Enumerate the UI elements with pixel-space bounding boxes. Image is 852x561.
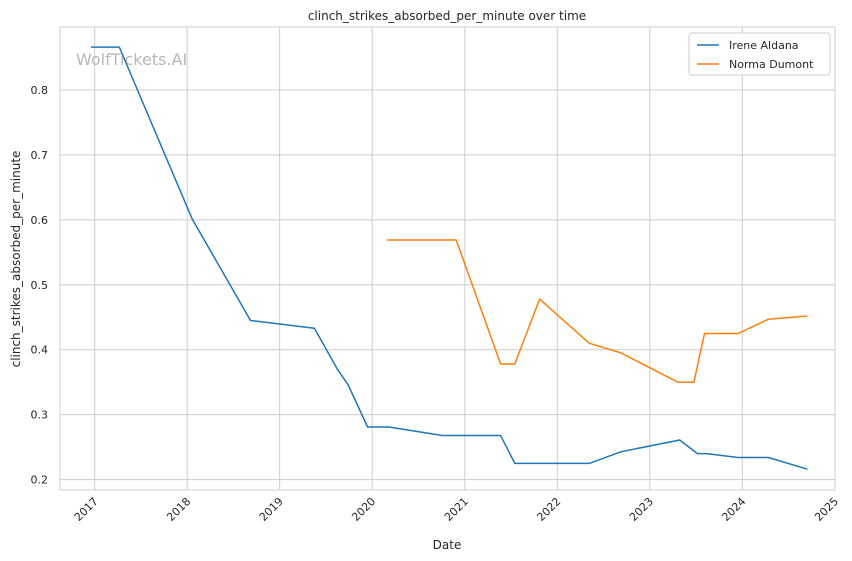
series-line-irene-aldana [90, 46, 808, 470]
y-tick-labels: 0.2 0.3 0.4 0.5 0.6 0.7 0.8 [31, 84, 49, 487]
legend-box [688, 32, 831, 76]
grid [60, 27, 836, 490]
plot-area-border [59, 26, 836, 491]
y-tick-label: 0.5 [31, 279, 49, 292]
y-tick-label: 0.6 [31, 214, 49, 227]
x-axis-label: Date [433, 538, 462, 552]
y-tick-label: 0.2 [31, 474, 49, 487]
series-layer [90, 46, 808, 470]
watermark: WolfTickets.AI [76, 50, 187, 69]
chart-title: clinch_strikes_absorbed_per_minute over … [308, 9, 586, 23]
y-tick-label: 0.4 [31, 344, 49, 357]
legend: Irene Aldana Norma Dumont [688, 32, 831, 76]
y-tick-label: 0.3 [31, 409, 49, 422]
series-line-norma-dumont [387, 239, 808, 383]
legend-label-irene-aldana: Irene Aldana [729, 39, 799, 52]
legend-label-norma-dumont: Norma Dumont [729, 58, 814, 71]
y-tick-label: 0.8 [31, 84, 49, 97]
y-tick-label: 0.7 [31, 149, 49, 162]
y-axis-label: clinch_strikes_absorbed_per_minute [9, 151, 23, 368]
